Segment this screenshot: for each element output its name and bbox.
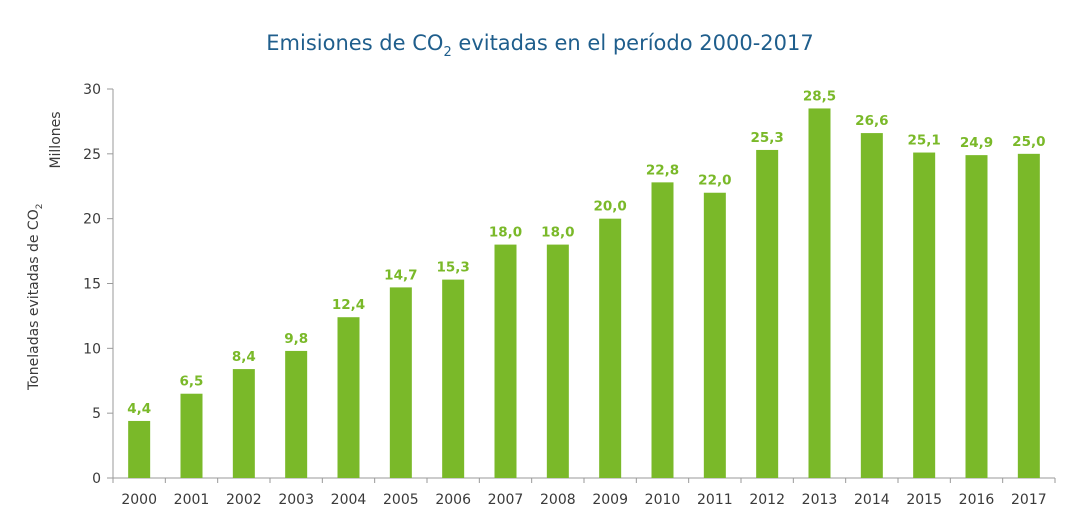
y-tick-label: 20 [83,212,101,228]
data-label-2007: 18,0 [489,225,522,241]
x-tick-label: 2004 [331,492,367,508]
data-label-2013: 28,5 [803,88,836,104]
x-tick-label: 2003 [278,492,314,508]
chart-title: Emisiones de CO2 evitadas en el período … [266,31,813,60]
x-tick-label: 2015 [906,492,942,508]
x-tick-label: 2017 [1011,492,1047,508]
bar-2007 [494,244,517,478]
data-label-2000: 4,4 [127,401,151,417]
bar-2003 [285,350,308,478]
x-tick-label: 2014 [854,492,890,508]
x-tick-label: 2000 [121,492,157,508]
y-tick-label: 5 [92,406,101,422]
bar-2015 [913,152,936,478]
x-tick-label: 2016 [959,492,995,508]
bar-2006 [442,279,465,478]
bar-2000 [128,420,151,478]
bar-2014 [860,133,883,478]
data-label-2011: 22,0 [698,173,731,189]
data-label-2017: 25,0 [1012,134,1045,150]
data-label-2003: 9,8 [284,331,308,347]
bar-2009 [599,218,622,478]
x-tick-label: 2008 [540,492,576,508]
x-tick-label: 2006 [435,492,471,508]
data-label-2014: 26,6 [855,113,888,129]
bar-2005 [389,287,412,478]
data-label-2016: 24,9 [960,135,993,151]
bar-2012 [756,149,779,478]
data-label-2004: 12,4 [332,297,365,313]
bar-2017 [1017,153,1040,479]
bar-2010 [651,182,674,479]
bar-2016 [965,155,988,478]
y-axis-unit: Millones [48,111,64,168]
bar-2001 [180,393,203,478]
x-tick-label: 2011 [697,492,733,508]
data-label-2009: 20,0 [594,199,627,215]
x-tick-label: 2013 [802,492,838,508]
data-label-2010: 22,8 [646,162,679,178]
data-label-2008: 18,0 [541,225,574,241]
data-label-2012: 25,3 [751,130,784,146]
x-tick-label: 2005 [383,492,419,508]
y-axis-label: Toneladas evitadas de CO2 [26,204,45,391]
y-tick-label: 15 [83,277,101,293]
y-tick-label: 30 [83,82,101,98]
x-tick-label: 2002 [226,492,262,508]
bar-2004 [337,317,360,478]
x-tick-label: 2009 [592,492,628,508]
bar-2011 [703,192,726,478]
x-tick-label: 2007 [488,492,524,508]
bar-2008 [546,244,569,478]
x-tick-label: 2001 [174,492,210,508]
bar-2002 [232,369,255,478]
y-tick-label: 0 [92,471,101,487]
x-tick-label: 2010 [645,492,681,508]
y-tick-label: 25 [83,147,101,163]
data-label-2005: 14,7 [384,267,417,283]
bar-2013 [808,108,831,478]
data-label-2006: 15,3 [437,260,470,276]
data-label-2015: 25,1 [908,133,941,149]
data-label-2002: 8,4 [232,349,256,365]
y-tick-label: 10 [83,341,101,357]
x-tick-label: 2012 [749,492,785,508]
data-label-2001: 6,5 [180,374,204,390]
